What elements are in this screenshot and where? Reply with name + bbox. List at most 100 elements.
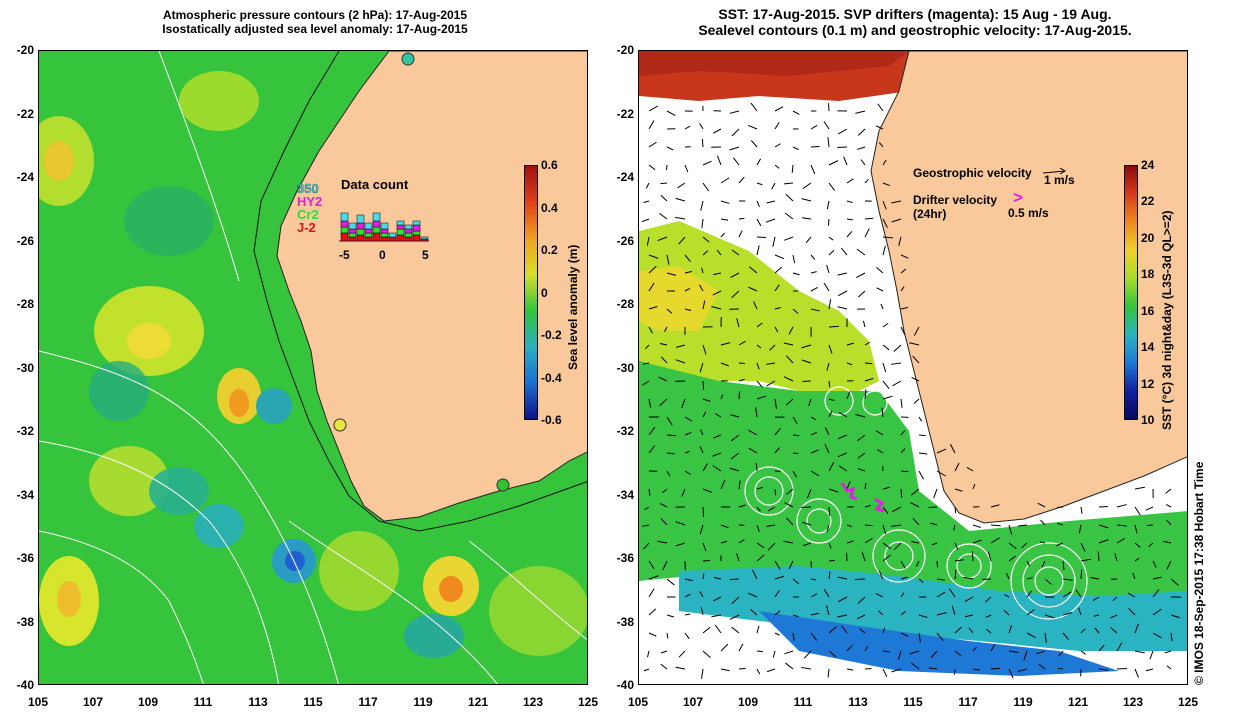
velocity-arrow <box>666 434 676 437</box>
velocity-arrow <box>837 272 848 276</box>
velocity-arrow <box>841 625 848 634</box>
velocity-arrow <box>828 488 839 493</box>
velocity-arrow <box>699 591 704 598</box>
velocity-arrow <box>1018 524 1028 527</box>
longitude-tick: 113 <box>848 695 868 709</box>
velocity-arrow <box>675 359 686 364</box>
data-count-bar <box>420 238 429 242</box>
velocity-arrow <box>806 488 812 499</box>
velocity-arrow <box>756 218 762 227</box>
velocity-arrow <box>838 411 848 418</box>
data-count-xtick: 0 <box>379 248 386 262</box>
velocity-arrow <box>880 303 884 310</box>
imos-credit: © IMOS 18-Sep-2015 17:38 Hobart Time <box>1192 461 1206 685</box>
velocity-arrow <box>933 488 938 499</box>
velocity-arrow <box>684 125 691 130</box>
velocity-arrow <box>645 182 650 189</box>
velocity-arrow <box>792 110 800 115</box>
velocity-arrow <box>846 200 853 204</box>
velocity-arrow <box>774 610 781 616</box>
velocity-arrow <box>1152 576 1162 580</box>
velocity-arrow <box>1058 650 1064 657</box>
velocity-arrow <box>1008 668 1014 679</box>
velocity-arrow <box>1149 650 1154 660</box>
velocity-arrow <box>1008 542 1017 550</box>
velocity-arrow <box>648 254 659 259</box>
velocity-arrow <box>774 632 780 636</box>
velocity-arrow <box>864 646 869 652</box>
velocity-arrow <box>801 198 812 202</box>
latitude-tick: -32 <box>16 424 34 438</box>
velocity-arrow <box>882 506 889 514</box>
data-count-bar <box>404 228 413 234</box>
velocity-arrow <box>913 326 920 336</box>
velocity-arrow <box>720 668 730 672</box>
latitude-tick: -40 <box>616 678 634 692</box>
velocity-arrow <box>846 218 853 221</box>
velocity-arrow <box>828 236 834 241</box>
velocity-arrow <box>828 650 837 658</box>
velocity-arrow <box>702 411 707 418</box>
velocity-arrow <box>644 506 650 511</box>
velocity-arrow <box>891 218 902 223</box>
velocity-arrow <box>1080 650 1086 655</box>
velocity-arrow <box>990 537 1000 544</box>
velocity-arrow <box>963 576 974 580</box>
velocity-arrow <box>774 266 783 274</box>
velocity-arrow <box>892 380 902 387</box>
velocity-arrow <box>897 650 902 660</box>
velocity-arrow <box>769 344 776 351</box>
data-count-xtick: -5 <box>339 248 350 262</box>
latitude-tick: -20 <box>616 43 634 57</box>
latitude-tick: -30 <box>616 360 634 375</box>
velocity-arrow <box>1008 650 1019 654</box>
velocity-arrow <box>1040 519 1046 526</box>
velocity-arrow <box>891 668 902 673</box>
velocity-arrow <box>716 249 722 256</box>
velocity-arrow <box>666 416 673 426</box>
velocity-arrow <box>648 560 655 570</box>
velocity-arrow <box>702 300 706 310</box>
velocity-arrow <box>786 488 794 495</box>
velocity-arrow <box>837 452 848 458</box>
velocity-arrow <box>891 200 902 204</box>
velocity-arrow <box>714 413 722 418</box>
velocity-arrow <box>658 376 668 382</box>
velocity-arrow <box>1098 524 1109 529</box>
velocity-arrow <box>972 483 976 490</box>
velocity-arrow <box>736 318 740 328</box>
velocity-arrow <box>702 542 707 552</box>
velocity-arrow <box>1164 650 1172 654</box>
velocity-arrow <box>646 236 650 246</box>
latitude-tick: -26 <box>16 233 34 248</box>
velocity-arrow <box>838 128 848 135</box>
velocity-arrow <box>702 463 708 472</box>
sst-map-svg <box>639 51 1187 684</box>
velocity-arrow <box>1057 522 1064 526</box>
velocity-arrow <box>747 592 758 598</box>
velocity-arrow <box>877 449 884 454</box>
velocity-arrow <box>954 462 960 472</box>
velocity-arrow <box>731 128 740 137</box>
geostrophic-scale-arrowhead <box>1059 167 1066 175</box>
velocity-arrow <box>854 578 866 581</box>
velocity-arrow <box>720 218 729 221</box>
longitude-tick: 111 <box>793 695 813 709</box>
australia-landmass <box>870 51 1187 524</box>
velocity-arrow <box>900 326 906 335</box>
data-count-bar <box>412 224 421 232</box>
velocity-arrow <box>1134 524 1138 534</box>
velocity-arrow <box>684 593 691 598</box>
data-count-bar <box>380 228 389 234</box>
colorbar-tick: 14 <box>1141 340 1155 355</box>
velocity-arrow <box>774 575 785 580</box>
velocity-arrow <box>784 650 794 655</box>
data-count-bar <box>356 222 365 230</box>
velocity-arrow <box>986 628 992 634</box>
velocity-arrow <box>720 524 729 529</box>
velocity-arrow <box>936 448 947 454</box>
velocity-arrow <box>1134 623 1139 634</box>
tide-gauge-marker <box>401 52 415 66</box>
velocity-arrow <box>666 254 670 265</box>
velocity-arrow <box>642 362 650 365</box>
